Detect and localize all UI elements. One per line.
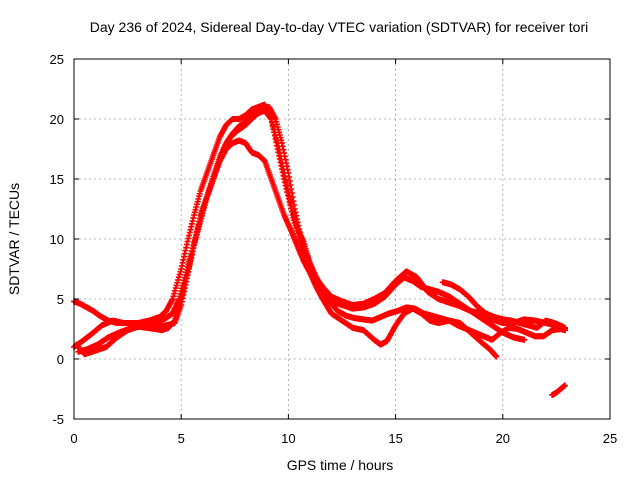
y-tick-label: 20 — [50, 112, 64, 127]
x-tick-label: 5 — [178, 431, 185, 446]
y-axis-label: SDTVAR / TECUs — [6, 183, 22, 295]
x-axis: 0 5 10 15 20 25 — [70, 59, 617, 446]
y-tick-label: -5 — [52, 412, 64, 427]
y-tick-label: 5 — [57, 292, 64, 307]
y-tick-label: 25 — [50, 52, 64, 67]
x-tick-label: 15 — [388, 431, 402, 446]
data-point — [493, 353, 500, 360]
x-tick-label: 0 — [70, 431, 77, 446]
series-track-4 — [73, 107, 568, 358]
series-track-6 — [549, 382, 568, 398]
data-points — [71, 101, 568, 398]
y-axis: -5 0 5 10 15 20 25 — [50, 52, 610, 427]
gridlines — [74, 59, 610, 419]
series-track-5 — [439, 279, 568, 332]
y-tick-label: 0 — [57, 352, 64, 367]
y-tick-label: 15 — [50, 172, 64, 187]
x-tick-label: 25 — [603, 431, 617, 446]
x-axis-label: GPS time / hours — [287, 457, 394, 473]
data-point — [561, 382, 568, 389]
chart-title: Day 236 of 2024, Sidereal Day-to-day VTE… — [90, 19, 589, 35]
x-tick-label: 10 — [281, 431, 295, 446]
x-tick-label: 20 — [496, 431, 510, 446]
data-point — [561, 326, 568, 332]
data-point — [521, 336, 528, 343]
y-tick-label: 10 — [50, 232, 64, 247]
